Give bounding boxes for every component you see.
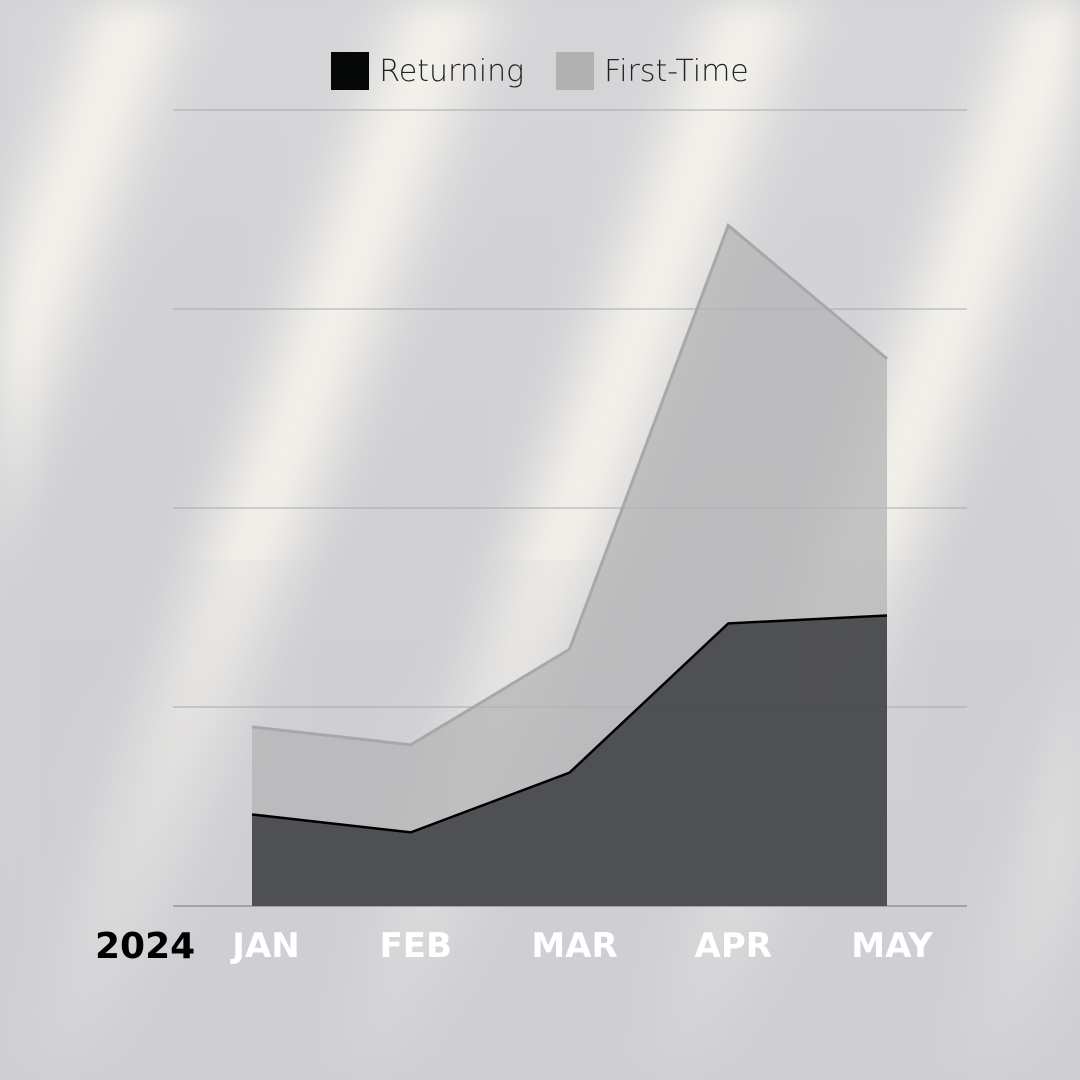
- legend-item-first-time: First-Time: [556, 52, 749, 90]
- x-tick-label-may: MAY: [851, 926, 933, 966]
- x-tick-label-mar: MAR: [531, 926, 618, 966]
- line-returning: [251, 614, 888, 834]
- x-tick-label-feb: FEB: [379, 926, 452, 966]
- legend-swatch-returning: [331, 52, 370, 90]
- x-tick-label-jan: JAN: [232, 926, 300, 966]
- year-label: 2024: [95, 926, 196, 967]
- area-first-time: [252, 225, 887, 833]
- legend-swatch-first-time: [556, 52, 595, 90]
- legend: Returning First-Time: [0, 52, 1080, 90]
- legend-label-first-time: First-Time: [604, 53, 749, 89]
- legend-label-returning: Returning: [379, 53, 525, 89]
- line-first-time: [251, 222, 888, 747]
- legend-item-returning: Returning: [331, 52, 524, 90]
- x-tick-label-apr: APR: [694, 926, 772, 966]
